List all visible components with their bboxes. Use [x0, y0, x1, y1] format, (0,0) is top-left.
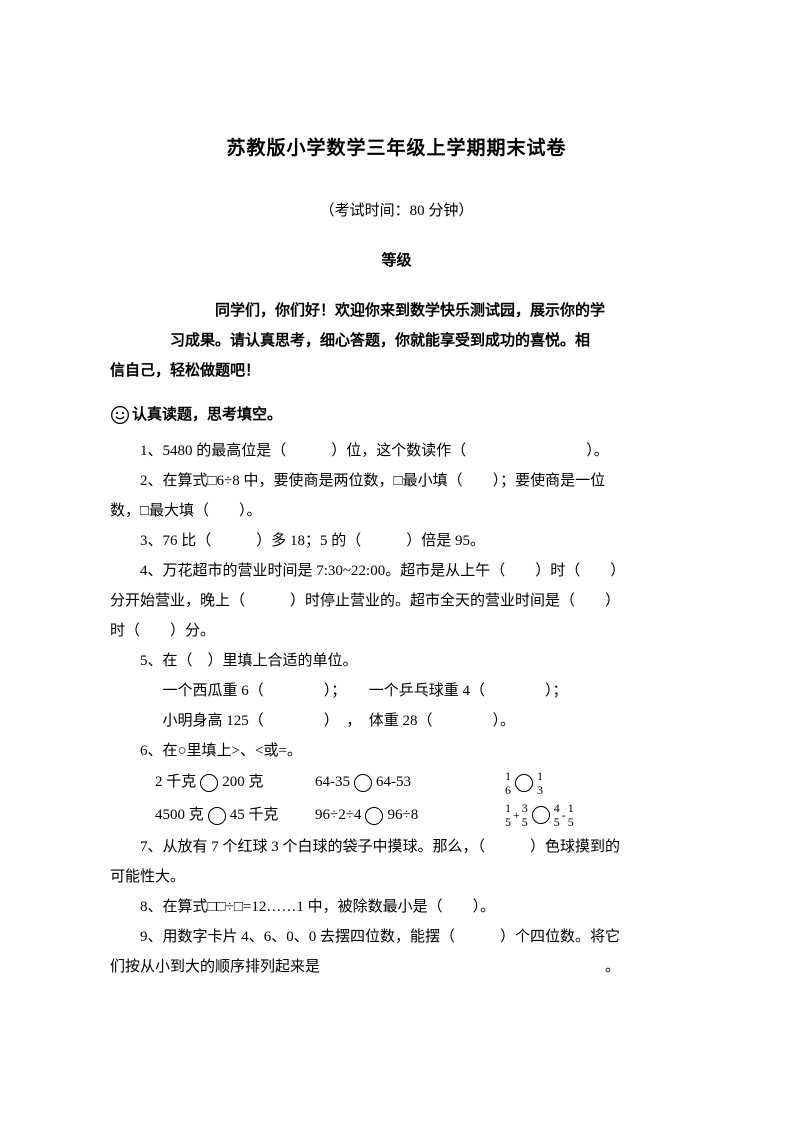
question-6-row2: 4500 克45 千克 96÷2÷496÷8 15 + 35 45 - 15: [110, 799, 683, 832]
question-9-line1: 9、用数字卡片 4、6、0、0 去摆四位数，能摆（ ）个四位数。将它: [110, 922, 683, 952]
fraction: 16: [505, 770, 511, 796]
question-4-line3: 时（ ）分。: [110, 616, 683, 646]
q6-r1-c1-pre: 2 千克: [155, 774, 196, 790]
q6-r2-c1: 4500 克 45 千克: [155, 799, 315, 832]
frac-num: 1: [505, 770, 511, 783]
intro-text: 同学们，你们好！欢迎你来到数学快乐测试园，展示你的学 习成果。请认真思考，细心答…: [110, 296, 683, 386]
q6-r1-c3: 16 13: [505, 770, 655, 796]
circle-blank-icon: [354, 774, 372, 792]
exam-title: 苏教版小学数学三年级上学期期末试卷: [110, 130, 683, 168]
circle-blank-icon: [532, 806, 550, 824]
question-5-line1: 5、在（ ）里填上合适的单位。: [110, 646, 683, 676]
question-4-line2: 分开始营业，晚上（ ）时停止营业的。超市全天的营业时间是（ ）: [110, 586, 683, 616]
intro-line-1: 同学们，你们好！欢迎你来到数学快乐测试园，展示你的学: [110, 296, 683, 326]
q6-r2-c2-post: 96÷8: [387, 807, 418, 823]
frac-num: 4: [554, 802, 560, 815]
q6-r2-c1-post: 45 千克: [230, 807, 279, 823]
frac-den: 5: [568, 815, 574, 828]
fraction: 15: [505, 802, 511, 828]
q6-r1-c1: 2 千克 200 克: [155, 766, 315, 799]
fraction: 45: [554, 802, 560, 828]
q6-r2-c2: 96÷2÷4 96÷8: [315, 799, 505, 832]
circle-blank-icon: [200, 774, 218, 792]
frac-num: 1: [568, 802, 574, 815]
smiley-icon: [110, 405, 130, 425]
frac-num: 3: [522, 802, 528, 815]
frac-num: 1: [537, 770, 543, 783]
circle-blank-icon: [208, 807, 226, 825]
question-6-line1: 6、在○里填上>、<或=。: [110, 736, 683, 766]
question-3: 3、76 比（ ）多 18；5 的（ ）倍是 95。: [110, 526, 683, 556]
question-5-line3: 小明身高 125（ ） ， 体重 28（ ）。: [110, 706, 683, 736]
q6-r2-c1-pre: 4500 克: [155, 807, 204, 823]
question-5-line2: 一个西瓜重 6（ ）； 一个乒乓球重 4（ ）；: [110, 676, 683, 706]
q6-r1-c2-pre: 64-35: [315, 774, 350, 790]
fraction: 15: [568, 802, 574, 828]
frac-den: 3: [537, 783, 543, 796]
question-2-line2: 数，□最大填（ ）。: [110, 496, 683, 526]
question-6-row1: 2 千克200 克 64-3564-53 16 13: [110, 766, 683, 799]
exam-subtitle: （考试时间：80 分钟）: [110, 196, 683, 226]
plus-sign: +: [513, 802, 520, 828]
intro-line-3: 信自己，轻松做题吧！: [110, 356, 683, 386]
intro-line-2: 习成果。请认真思考，细心答题，你就能享受到成功的喜悦。相: [110, 326, 683, 356]
q6-r2-c3: 15 + 35 45 - 15: [505, 802, 655, 828]
q6-r2-c2-pre: 96÷2÷4: [315, 807, 361, 823]
section-header: 认真读题，思考填空。: [110, 400, 683, 430]
question-8: 8、在算式□□÷□=12……1 中，被除数最小是（ ）。: [110, 892, 683, 922]
q6-r1-c1-post: 200 克: [222, 774, 263, 790]
frac-num: 1: [505, 802, 511, 815]
q6-r1-c2-post: 64-53: [376, 774, 411, 790]
frac-den: 5: [522, 815, 528, 828]
frac-den: 5: [554, 815, 560, 828]
question-9-line2: 们按从小到大的顺序排列起来是 。: [110, 952, 683, 982]
q6-r1-c2: 64-35 64-53: [315, 766, 505, 799]
question-7-line1: 7、从放有 7 个红球 3 个白球的袋子中摸球。那么，（ ）色球摸到的: [110, 832, 683, 862]
circle-blank-icon: [515, 774, 533, 792]
question-7-line2: 可能性大。: [110, 862, 683, 892]
fraction: 13: [537, 770, 543, 796]
circle-blank-icon: [365, 807, 383, 825]
question-1: 1、5480 的最高位是（ ）位，这个数读作（ ）。: [110, 436, 683, 466]
question-4-line1: 4、万花超市的营业时间是 7:30~22:00。超市是从上午（ ）时（ ）: [110, 556, 683, 586]
fraction: 35: [522, 802, 528, 828]
section-1-title: 认真读题，思考填空。: [132, 400, 282, 430]
question-2-line1: 2、在算式□6÷8 中，要使商是两位数，□最小填（ ）；要使商是一位: [110, 466, 683, 496]
frac-den: 6: [505, 783, 511, 796]
frac-den: 5: [505, 815, 511, 828]
minus-sign: -: [562, 802, 566, 828]
grade-label: 等级: [110, 246, 683, 276]
